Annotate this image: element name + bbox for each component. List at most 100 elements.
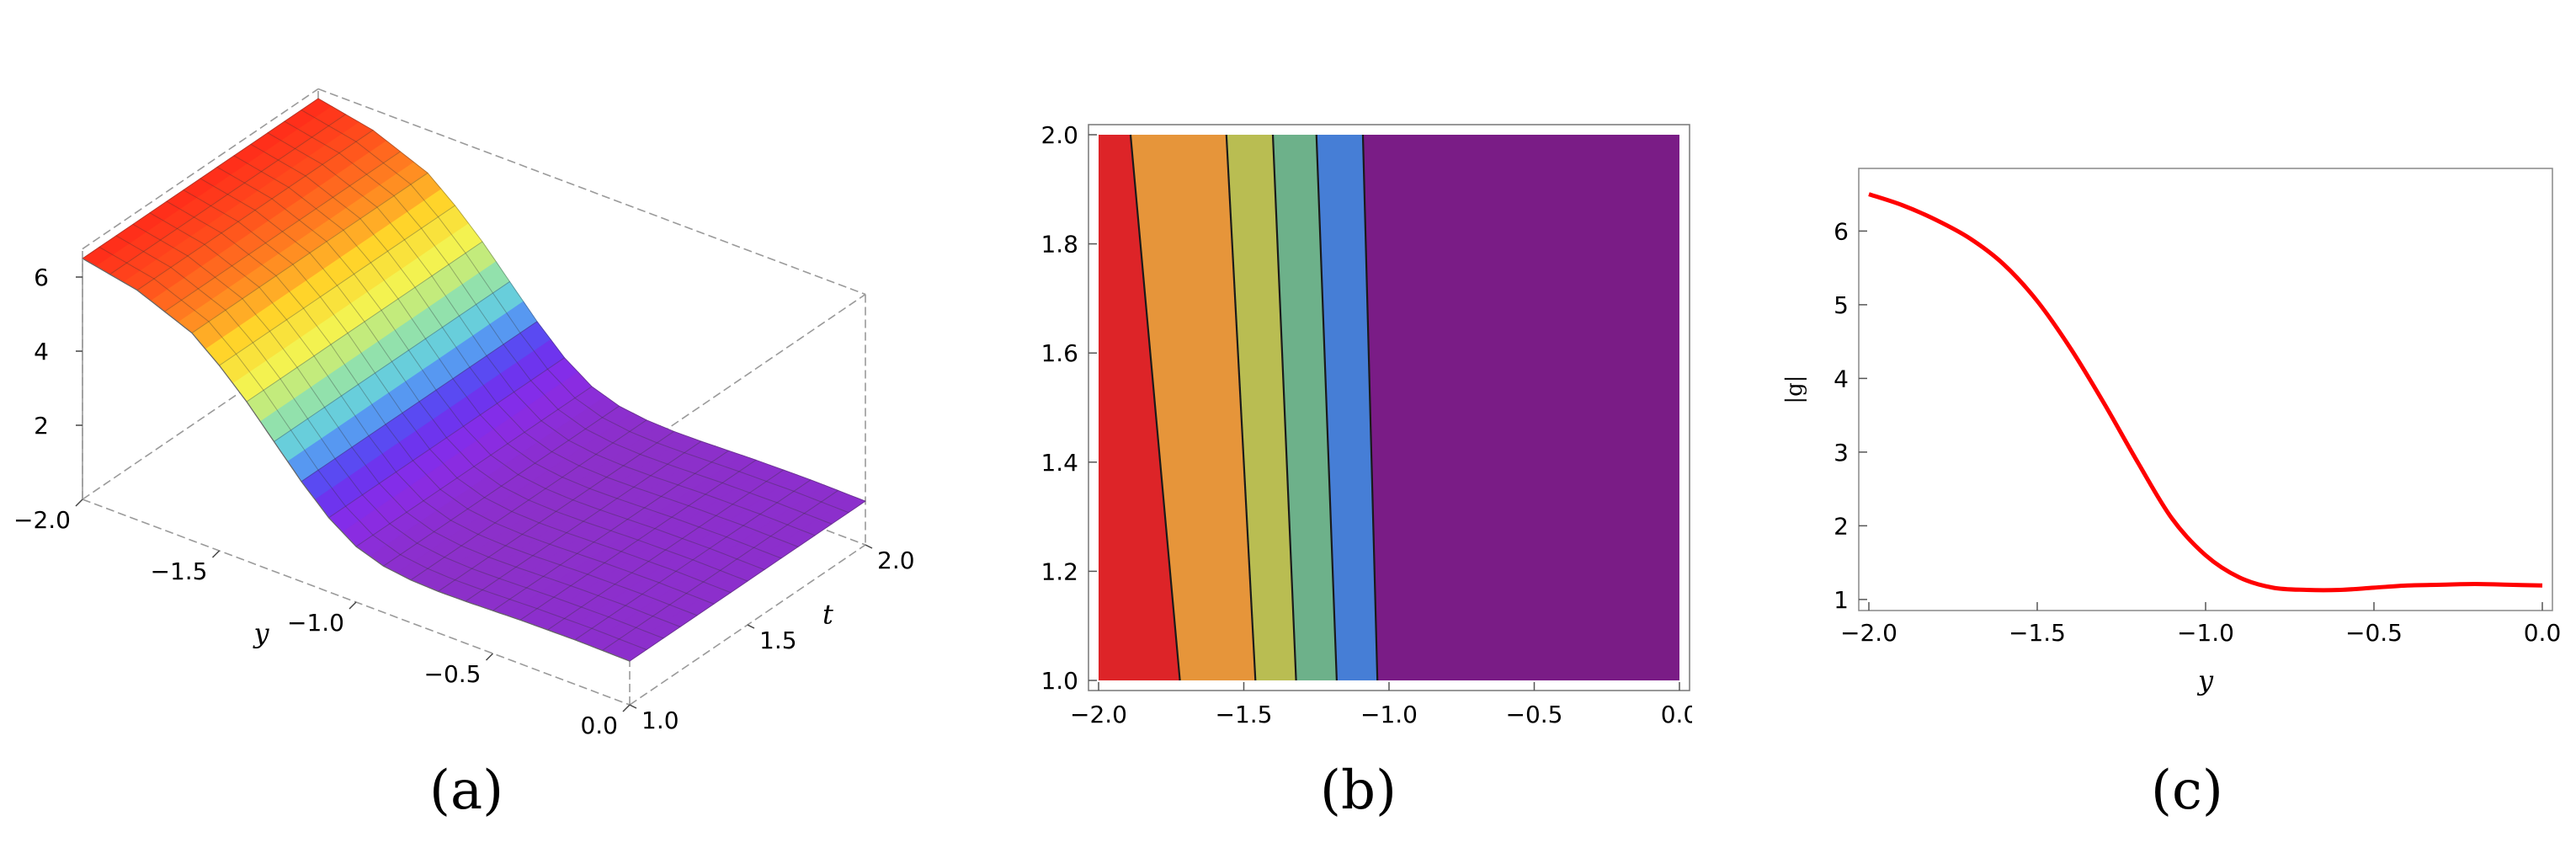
surface-mesh-line — [233, 155, 782, 559]
contour-region — [1316, 135, 1378, 680]
x-tick-label: 0.0 — [2524, 619, 2562, 647]
z-axis-tick-label: 6 — [34, 264, 49, 291]
surface-mesh-line — [183, 189, 732, 594]
contour-region — [1130, 135, 1256, 680]
y-tick-label: 6 — [1834, 217, 1849, 245]
surface-mesh-line — [438, 430, 674, 592]
x-tick-label: −0.5 — [2345, 619, 2403, 647]
x-tick-label: −2.0 — [1840, 619, 1897, 647]
surface-mesh-line — [216, 166, 765, 570]
y-axis-tick-mark — [349, 601, 357, 610]
surface-mesh-line — [492, 450, 729, 611]
bounding-box-edge — [82, 88, 319, 250]
series-line — [1868, 192, 2543, 593]
contour-region — [1362, 135, 1679, 680]
surface-mesh-line — [602, 490, 838, 651]
x-tick-label: −2.0 — [1070, 701, 1127, 728]
t-axis-tick-label: 1.5 — [759, 627, 797, 654]
t-axis-title: t — [822, 599, 833, 631]
surface-mesh-line — [164, 151, 401, 312]
x-axis-title: y — [2196, 664, 2214, 696]
y-axis-tick-mark — [485, 653, 494, 661]
y-tick-label: 2 — [1834, 512, 1849, 540]
figure-label-a: (a) — [429, 760, 504, 822]
line-plot-svg: −2.0 −1.5 −1.0 −0.5 0.0 1 2 3 4 5 6 y |g| — [1782, 168, 2562, 696]
surface-mesh-line — [109, 114, 346, 275]
bounding-box-edge — [82, 339, 319, 500]
surface-mesh-line — [250, 143, 799, 547]
x-tick-label: −0.5 — [1506, 701, 1563, 728]
contour-line — [1361, 134, 1379, 681]
surface-mesh-line — [317, 98, 866, 502]
t-axis-tick-mark — [629, 704, 637, 709]
surface-mesh-line — [547, 469, 784, 631]
surface-front-edge — [82, 258, 631, 662]
surface-mesh-line — [574, 479, 812, 641]
y-tick-label: 3 — [1834, 439, 1849, 467]
surface-mesh-line — [383, 405, 620, 567]
contour-line — [1129, 134, 1181, 681]
y-tick-label: 2.0 — [1041, 121, 1078, 149]
y-axis-tick-label: −2.0 — [13, 506, 71, 534]
x-tick-label: −1.0 — [1360, 701, 1418, 728]
surface-mesh-line — [629, 500, 866, 662]
y-axis-tick-label: −0.5 — [424, 660, 482, 688]
x-tick-label: −1.5 — [1216, 701, 1273, 728]
surface-mesh-line — [132, 223, 681, 627]
t-axis-tick-label: 1.0 — [641, 707, 679, 734]
surface-mesh-line — [328, 357, 565, 519]
surface-mesh-line — [98, 246, 647, 650]
y-axis-title: y — [253, 617, 270, 649]
y-axis-tick-mark — [75, 499, 83, 507]
x-tick-label: −1.5 — [2009, 619, 2066, 647]
y-tick-label: 1.4 — [1041, 449, 1078, 477]
contour-line — [1271, 134, 1297, 681]
z-axis-tick-label: 2 — [34, 412, 49, 440]
surface-mesh-line — [191, 172, 428, 333]
surface-mesh-line — [82, 98, 319, 259]
z-axis-tick-label: 4 — [34, 338, 49, 365]
surface-mesh-line — [301, 109, 849, 514]
surface-plot-svg: −2.0 −1.5 −1.0 −0.5 0.0 y 1.0 1.5 2.0 t 2 4 6 — [13, 88, 915, 739]
y-axis-tick-label: −1.0 — [287, 609, 344, 637]
contour-region — [1099, 135, 1180, 680]
t-axis-tick-mark — [747, 624, 755, 629]
y-tick-label: 1.2 — [1041, 557, 1078, 585]
y-tick-label: 4 — [1834, 365, 1849, 392]
panel-b-contour-plot: −2.0 −1.5 −1.0 −0.5 0.0 1.0 1.2 1.4 1.6 1.8 2.0 — [968, 0, 1698, 848]
y-axis-tick-mark — [622, 704, 631, 712]
surface-mesh-line — [301, 321, 538, 483]
surface-mesh-line — [274, 280, 510, 442]
y-tick-label: 1.0 — [1041, 667, 1078, 695]
surface-mesh-line — [246, 241, 483, 403]
surface-mesh-line — [284, 120, 833, 525]
surface-mesh-line — [200, 178, 748, 582]
surface-mesh-line — [115, 235, 664, 639]
surface-mesh-line — [149, 212, 698, 616]
bounding-box-edge — [317, 88, 866, 296]
figure-label-b: (b) — [1320, 760, 1397, 822]
t-axis-tick-label: 2.0 — [877, 547, 915, 574]
y-tick-label: 1.6 — [1041, 339, 1078, 367]
contour-plot-svg: −2.0 −1.5 −1.0 −0.5 0.0 1.0 1.2 1.4 1.6 1.8 2.0 — [1041, 121, 1698, 728]
contour-line — [1225, 134, 1257, 681]
surface-mesh-line — [410, 419, 647, 581]
y-axis-tick-label: 0.0 — [580, 712, 618, 739]
x-tick-label: −1.0 — [2177, 619, 2234, 647]
surface-mesh-line — [166, 200, 715, 605]
y-axis-tick-label: −1.5 — [151, 557, 208, 585]
surface-mesh-line — [267, 132, 816, 536]
y-tick-label: 1.8 — [1041, 231, 1078, 259]
x-tick-label: 0.0 — [1661, 701, 1692, 728]
y-tick-label: 5 — [1834, 291, 1849, 319]
y-tick-label: 1 — [1834, 586, 1849, 614]
t-axis-tick-mark — [865, 544, 873, 549]
y-axis-title: |g| — [1782, 375, 1807, 403]
figure-label-c: (c) — [2151, 760, 2223, 822]
panel-c-line-plot: −2.0 −1.5 −1.0 −0.5 0.0 1 2 3 4 5 6 y |g| — [1776, 0, 2576, 848]
surface-mesh-line — [519, 459, 757, 621]
surface-mesh-line — [465, 440, 702, 602]
surface-mesh-line — [136, 130, 374, 291]
surface-mesh-line — [355, 386, 593, 547]
surface-mesh-line — [219, 205, 455, 366]
